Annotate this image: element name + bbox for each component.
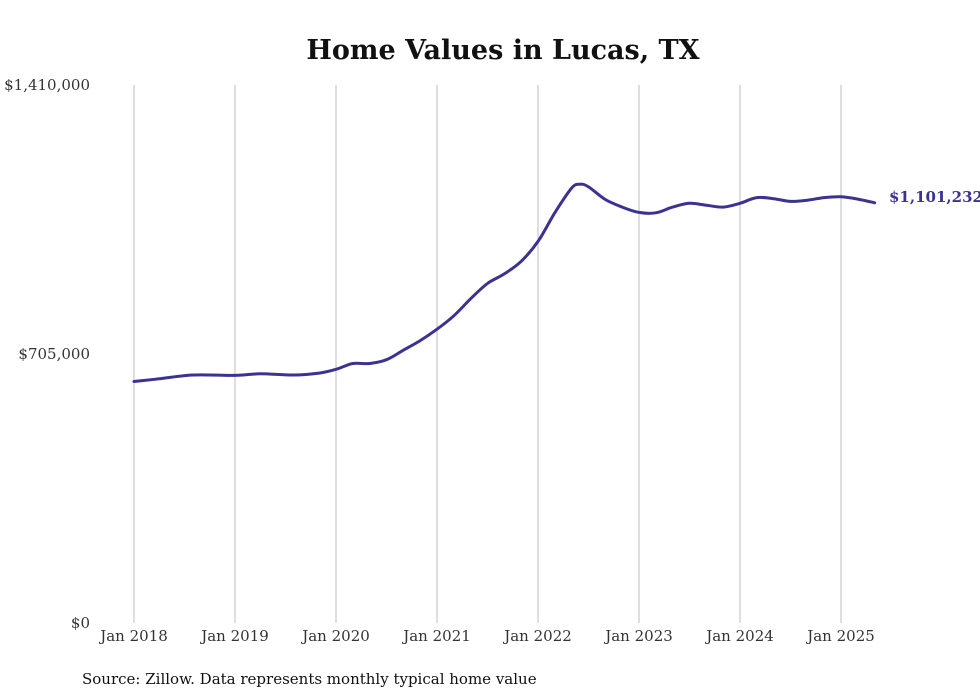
x-tick-label: Jan 2024 [704,627,774,645]
x-tick-label: Jan 2021 [401,627,471,645]
x-tick-label: Jan 2020 [300,627,370,645]
x-tick-label: Jan 2019 [199,627,269,645]
gridlines [133,85,842,623]
chart-title: Home Values in Lucas, TX [306,35,699,66]
y-tick-label: $1,410,000 [4,76,90,94]
source-note: Source: Zillow. Data represents monthly … [82,670,537,688]
x-tick-label: Jan 2023 [603,627,673,645]
series-line-home-value [132,182,877,383]
x-axis-tick-labels: Jan 2018 Jan 2019 Jan 2020 Jan 2021 Jan 2022… [98,627,875,645]
end-value-label: $1,101,232 [889,188,980,206]
y-tick-label: $0 [71,614,90,632]
y-axis-tick-labels: $0 $705,000 $1,410,000 [4,76,90,632]
x-tick-label: Jan 2018 [98,627,168,645]
y-tick-label: $705,000 [18,345,90,363]
x-tick-label: Jan 2022 [502,627,572,645]
x-tick-label: Jan 2025 [805,627,875,645]
